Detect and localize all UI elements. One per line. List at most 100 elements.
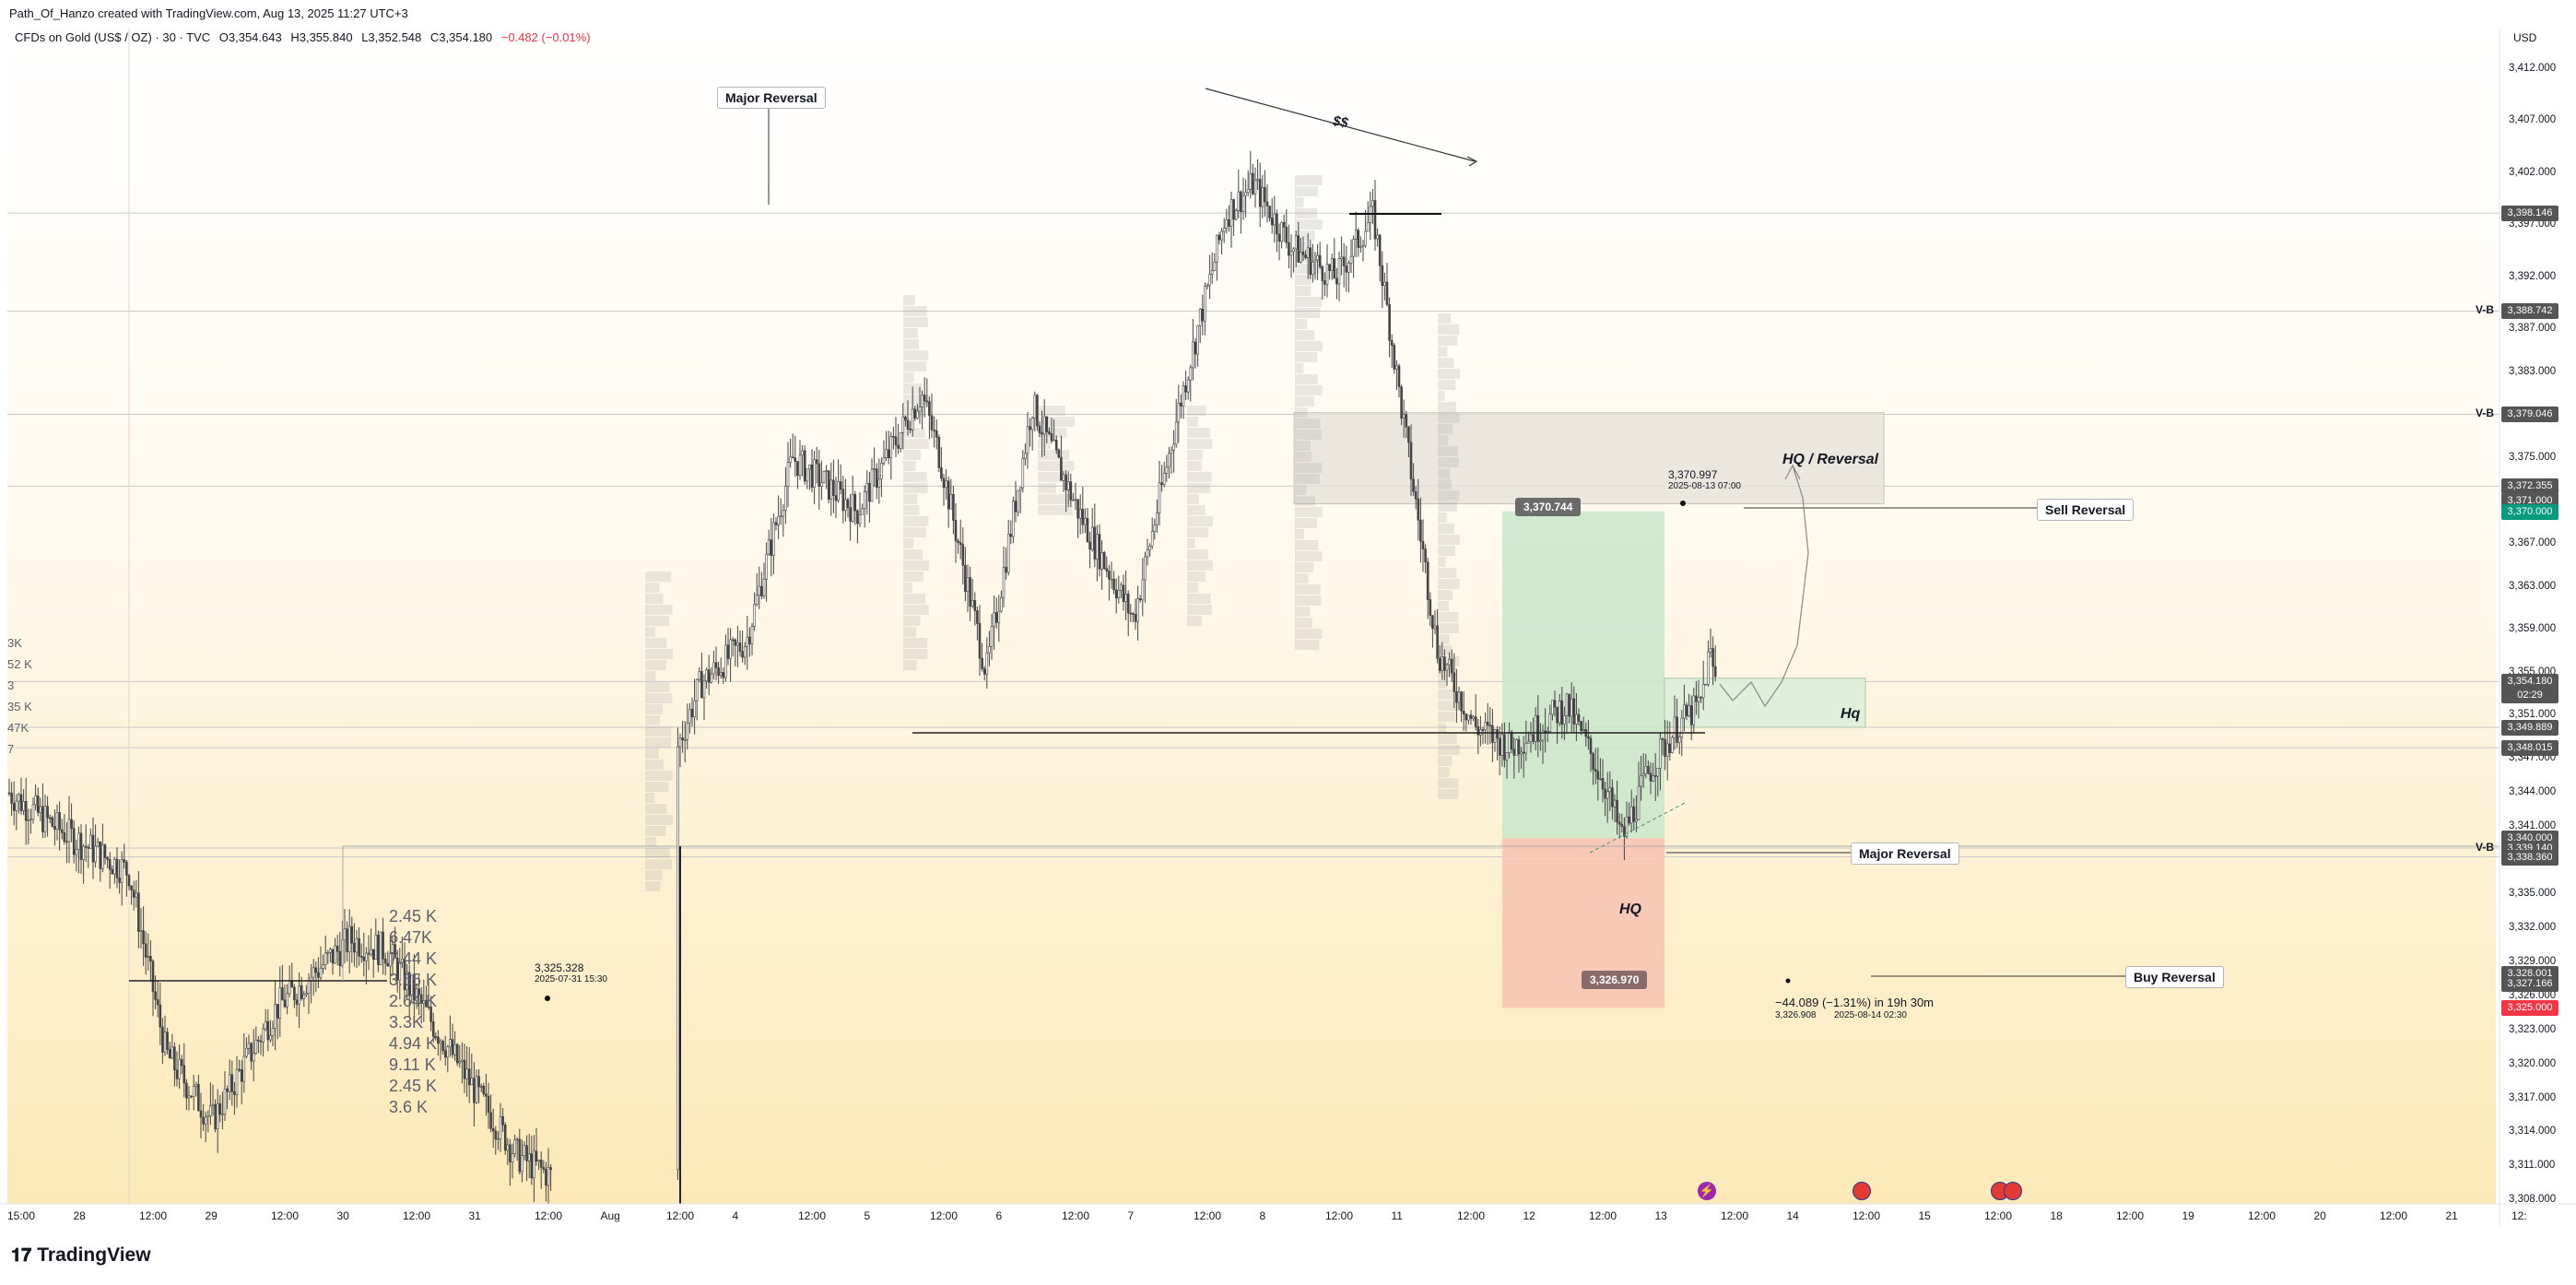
candle-body	[202, 1116, 205, 1125]
time-tick-label: 19	[2182, 1209, 2194, 1222]
hq-low-label[interactable]: HQ	[1619, 902, 1641, 917]
candle-body	[79, 832, 83, 860]
candle-body	[455, 1043, 459, 1064]
time-tick-label: 12:00	[666, 1209, 695, 1222]
candle-body	[892, 436, 895, 438]
entry-price-tag[interactable]: 3,370.744	[1515, 498, 1582, 516]
us-flag-event-icon-3[interactable]	[2004, 1182, 2022, 1200]
candle-body	[43, 806, 47, 832]
candle-body	[1673, 716, 1676, 738]
candle-body	[1244, 192, 1247, 196]
us-flag-event-icon[interactable]	[1853, 1182, 1871, 1200]
left-edge-label: 3	[7, 678, 15, 692]
trendline-arrow	[1466, 156, 1478, 167]
candle-body	[899, 431, 902, 449]
candle-body	[1594, 769, 1597, 772]
candle-body	[1098, 534, 1101, 570]
candle-body	[858, 513, 862, 525]
volume-profile-bar	[1295, 474, 1320, 484]
hq-box-label[interactable]: Hq	[1841, 706, 1861, 722]
volume-profile-bar	[645, 749, 659, 759]
candle-body	[173, 1046, 176, 1070]
candle-body	[161, 1026, 164, 1053]
candle-body	[537, 1160, 540, 1161]
candle-body	[856, 510, 859, 525]
candle-body	[909, 429, 912, 430]
legend-close: C3,354.180	[429, 30, 493, 44]
time-tick-label: 12:00	[1194, 1209, 1222, 1222]
candle-body	[1647, 766, 1650, 774]
hq-reversal-label[interactable]: HQ / Reversal	[1782, 452, 1879, 467]
measure-main: −44.089 (−1.31%) in 19h 30m	[1775, 996, 1935, 1009]
candle-body	[1180, 402, 1182, 407]
legend-symbol[interactable]: CFDs on Gold (US$ / OZ) · 30 · TVC	[15, 30, 211, 44]
candle-body	[1500, 734, 1504, 756]
symbol-legend[interactable]: CFDs on Gold (US$ / OZ) · 30 · TVC O3,35…	[15, 30, 596, 44]
volume-profile-bar	[1187, 505, 1206, 515]
candle-body	[1539, 739, 1542, 742]
candle-body	[1321, 266, 1324, 281]
candle-body	[746, 636, 749, 648]
candle-body	[1093, 526, 1097, 560]
time-tick-label: 12:00	[798, 1209, 827, 1222]
candle-body	[305, 993, 308, 996]
candle-body	[1623, 826, 1626, 837]
candle-body	[923, 395, 926, 402]
candle-body	[961, 544, 965, 566]
major-reversal-top-label[interactable]: Major Reversal	[717, 87, 826, 109]
candle-body	[159, 1004, 162, 1028]
tradingview-logo[interactable]: 𝟏𝟕 TradingView	[11, 1244, 151, 1267]
candle-body	[734, 639, 737, 646]
candle-body	[1018, 487, 1022, 491]
candle-body	[1611, 787, 1614, 808]
candle-body	[247, 1043, 251, 1049]
candle-body	[180, 1058, 183, 1067]
profit-zone	[1502, 511, 1664, 839]
candle-body	[1312, 261, 1314, 276]
volume-profile-bar	[645, 682, 670, 692]
candle-body	[1208, 274, 1211, 286]
volume-profile-bar	[1295, 286, 1312, 296]
candle-body	[242, 1055, 246, 1082]
buy-reversal-label[interactable]: Buy Reversal	[2125, 966, 2224, 988]
currency-label[interactable]: USD	[2513, 31, 2537, 44]
candle-body	[394, 944, 396, 959]
price-tag: 3,325.000	[2501, 1000, 2558, 1017]
candle-body	[1117, 590, 1121, 599]
target-price-tag[interactable]: 3,326.970	[1582, 971, 1648, 989]
candle-body	[1021, 458, 1025, 489]
candle-body	[1467, 714, 1470, 721]
volume-profile-bar	[1438, 546, 1455, 556]
lightning-event-icon[interactable]: ⚡	[1698, 1182, 1716, 1200]
candle-body	[326, 951, 330, 954]
candle-body	[772, 522, 775, 557]
candle-body	[1041, 432, 1043, 435]
candle-body	[760, 585, 763, 596]
candle-body	[681, 737, 684, 741]
volume-profile-bar	[1187, 572, 1206, 582]
volume-profile-bar	[1438, 723, 1446, 733]
volume-profile-bar	[1295, 496, 1316, 506]
candle-body	[954, 520, 958, 542]
candle-body	[1601, 778, 1605, 790]
candle-body	[1330, 258, 1334, 271]
candle-body	[853, 494, 857, 512]
candle-body	[84, 845, 88, 848]
ss-label[interactable]: $$	[1331, 112, 1350, 132]
major-reversal-mid-label[interactable]: Major Reversal	[1851, 843, 1959, 865]
candle-body	[726, 644, 730, 659]
candle-body	[319, 968, 323, 978]
price-tick-label: 3,402.000	[2509, 167, 2557, 178]
candle-body	[419, 994, 423, 1004]
candle-body	[137, 892, 140, 932]
time-tick-label: 6	[995, 1209, 1003, 1222]
candle-body	[765, 553, 768, 580]
candle-body	[1168, 453, 1170, 468]
candle-body	[1433, 625, 1437, 630]
sell-reversal-label[interactable]: Sell Reversal	[2037, 499, 2135, 521]
volume-profile-bar	[903, 472, 927, 482]
candle-body	[1496, 729, 1499, 739]
candle-body	[1096, 534, 1099, 560]
